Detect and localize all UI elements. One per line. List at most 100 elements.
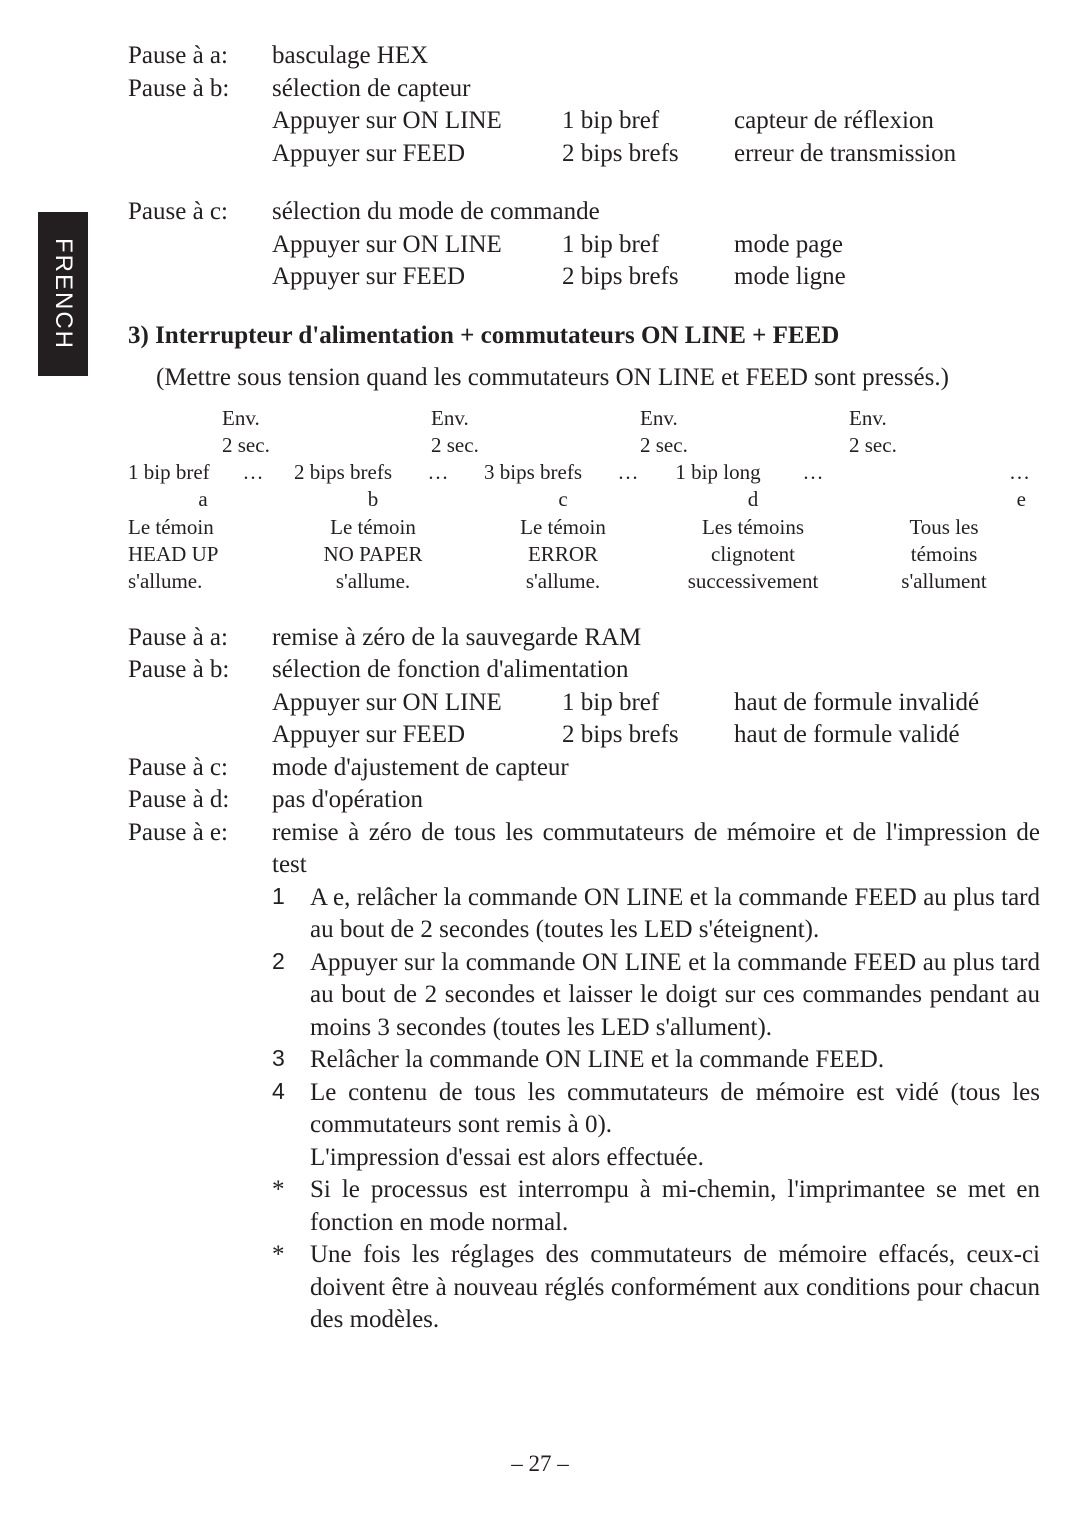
pause3-b-label: Pause à b: bbox=[128, 654, 272, 687]
col5: s'allument bbox=[848, 568, 1040, 595]
dots: … bbox=[598, 459, 658, 486]
result-text: erreur de transmission bbox=[734, 138, 1040, 171]
pause3-a-row: Pause à a: remise à zéro de la sauvegard… bbox=[128, 622, 1040, 655]
item-number: 4 bbox=[272, 1077, 310, 1175]
list-item: 1 A e, relâcher la commande ON LINE et l… bbox=[272, 882, 1040, 947]
env-label: Env. bbox=[582, 405, 791, 432]
pause3-c-desc: mode d'ajustement de capteur bbox=[272, 752, 569, 785]
beep-text: 1 bip bref bbox=[562, 105, 734, 138]
beep-text: 1 bip bref bbox=[562, 687, 734, 720]
col2: NO PAPER bbox=[278, 541, 468, 568]
letter-c: c bbox=[468, 486, 658, 513]
two-sec: 2 sec. bbox=[791, 432, 1000, 459]
pause-b-line1: Appuyer sur ON LINE 1 bip bref capteur d… bbox=[128, 105, 1040, 138]
asterisk: * bbox=[272, 1174, 310, 1239]
pause-c-line2: Appuyer sur FEED 2 bips brefs mode ligne bbox=[128, 261, 1040, 294]
language-tab-label: FRENCH bbox=[49, 238, 77, 350]
letter-b: b bbox=[278, 486, 468, 513]
item-text: Une fois les réglages des commutateurs d… bbox=[310, 1239, 1040, 1337]
led-cols-1: Le témoin Le témoin Le témoin Les témoin… bbox=[128, 514, 1040, 541]
list-item: 3 Relâcher la commande ON LINE et la com… bbox=[272, 1044, 1040, 1077]
pause3-b-line2: Appuyer sur FEED 2 bips brefs haut de fo… bbox=[128, 719, 1040, 752]
item-number: 3 bbox=[272, 1044, 310, 1077]
item-text: A e, relâcher la commande ON LINE et la … bbox=[310, 882, 1040, 947]
col1: Le témoin bbox=[128, 514, 278, 541]
beep-text: 2 bips brefs bbox=[562, 138, 734, 171]
pause-b-desc: sélection de capteur bbox=[272, 73, 471, 106]
beep-text: 1 bip bref bbox=[562, 229, 734, 262]
beep-1: 1 bip bref bbox=[128, 459, 228, 486]
led-cols-3: s'allume. s'allume. s'allume. successive… bbox=[128, 568, 1040, 595]
press-text: Appuyer sur FEED bbox=[272, 261, 562, 294]
pause3-a-label: Pause à a: bbox=[128, 622, 272, 655]
pause-a-desc: basculage HEX bbox=[272, 40, 428, 73]
col3: Le témoin bbox=[468, 514, 658, 541]
beep-4: 1 bip long bbox=[658, 459, 778, 486]
pause-c-row: Pause à c: sélection du mode de commande bbox=[128, 196, 1040, 229]
pause3-e-label: Pause à e: bbox=[128, 817, 272, 882]
page-number: – 27 – bbox=[0, 1451, 1080, 1477]
press-text: Appuyer sur ON LINE bbox=[272, 105, 562, 138]
col3: s'allume. bbox=[468, 568, 658, 595]
dots: … bbox=[848, 459, 1040, 486]
col5: Tous les bbox=[848, 514, 1040, 541]
content: Pause à a: basculage HEX Pause à b: séle… bbox=[128, 40, 1040, 1337]
numbered-list: 1 A e, relâcher la commande ON LINE et l… bbox=[128, 882, 1040, 1337]
letter-e: e bbox=[848, 486, 1040, 513]
section-3-heading: 3) Interrupteur d'alimentation + commuta… bbox=[128, 320, 1040, 353]
result-text: mode page bbox=[734, 229, 1040, 262]
pause3-a-desc: remise à zéro de la sauvegarde RAM bbox=[272, 622, 641, 655]
two-sec-row: 2 sec. 2 sec. 2 sec. 2 sec. bbox=[128, 432, 1040, 459]
pause-c-desc: sélection du mode de commande bbox=[272, 196, 600, 229]
beep-timeline: Env. Env. Env. Env. 2 sec. 2 sec. 2 sec.… bbox=[128, 405, 1040, 596]
led-cols-2: HEAD UP NO PAPER ERROR clignotent témoin… bbox=[128, 541, 1040, 568]
pause3-d-row: Pause à d: pas d'opération bbox=[128, 784, 1040, 817]
pause-a-row: Pause à a: basculage HEX bbox=[128, 40, 1040, 73]
col2: Le témoin bbox=[278, 514, 468, 541]
result-text: haut de formule validé bbox=[734, 719, 1040, 752]
item-text-a: Le contenu de tous les commutateurs de m… bbox=[310, 1077, 1040, 1142]
pause-a-label: Pause à a: bbox=[128, 40, 272, 73]
col1: s'allume. bbox=[128, 568, 278, 595]
pause3-d-desc: pas d'opération bbox=[272, 784, 423, 817]
env-label: Env. bbox=[128, 405, 373, 432]
two-sec: 2 sec. bbox=[582, 432, 791, 459]
letter-d: d bbox=[658, 486, 848, 513]
pause3-c-row: Pause à c: mode d'ajustement de capteur bbox=[128, 752, 1040, 785]
two-sec: 2 sec. bbox=[128, 432, 373, 459]
env-label: Env. bbox=[791, 405, 1000, 432]
pause3-e-row: Pause à e: remise à zéro de tous les com… bbox=[128, 817, 1040, 882]
pause3-d-label: Pause à d: bbox=[128, 784, 272, 817]
language-tab: FRENCH bbox=[38, 212, 88, 376]
beep-2: 2 bips brefs bbox=[278, 459, 408, 486]
list-item: 2 Appuyer sur la commande ON LINE et la … bbox=[272, 947, 1040, 1045]
pause3-b-line1: Appuyer sur ON LINE 1 bip bref haut de f… bbox=[128, 687, 1040, 720]
result-text: mode ligne bbox=[734, 261, 1040, 294]
list-item: * Si le processus est interrompu à mi-ch… bbox=[272, 1174, 1040, 1239]
beep-text: 2 bips brefs bbox=[562, 261, 734, 294]
pause-b-row: Pause à b: sélection de capteur bbox=[128, 73, 1040, 106]
env-label: Env. bbox=[373, 405, 582, 432]
section-3-note: (Mettre sous tension quand les commutate… bbox=[128, 362, 1040, 395]
item-number: 2 bbox=[272, 947, 310, 1045]
item-text: Le contenu de tous les commutateurs de m… bbox=[310, 1077, 1040, 1175]
letter-a: a bbox=[128, 486, 278, 513]
result-text: haut de formule invalidé bbox=[734, 687, 1040, 720]
col3: ERROR bbox=[468, 541, 658, 568]
asterisk: * bbox=[272, 1239, 310, 1337]
result-text: capteur de réflexion bbox=[734, 105, 1040, 138]
col2: s'allume. bbox=[278, 568, 468, 595]
dots: … bbox=[408, 459, 468, 486]
col1: HEAD UP bbox=[128, 541, 278, 568]
pause3-c-label: Pause à c: bbox=[128, 752, 272, 785]
list-item: 4 Le contenu de tous les commutateurs de… bbox=[272, 1077, 1040, 1175]
beep-3: 3 bips brefs bbox=[468, 459, 598, 486]
item-text: Relâcher la commande ON LINE et la comma… bbox=[310, 1044, 1040, 1077]
pause-b-label: Pause à b: bbox=[128, 73, 272, 106]
press-text: Appuyer sur ON LINE bbox=[272, 687, 562, 720]
press-text: Appuyer sur FEED bbox=[272, 719, 562, 752]
dots: … bbox=[778, 459, 848, 486]
pause-c-line1: Appuyer sur ON LINE 1 bip bref mode page bbox=[128, 229, 1040, 262]
pause3-b-desc: sélection de fonction d'alimentation bbox=[272, 654, 628, 687]
item-text: Si le processus est interrompu à mi-chem… bbox=[310, 1174, 1040, 1239]
